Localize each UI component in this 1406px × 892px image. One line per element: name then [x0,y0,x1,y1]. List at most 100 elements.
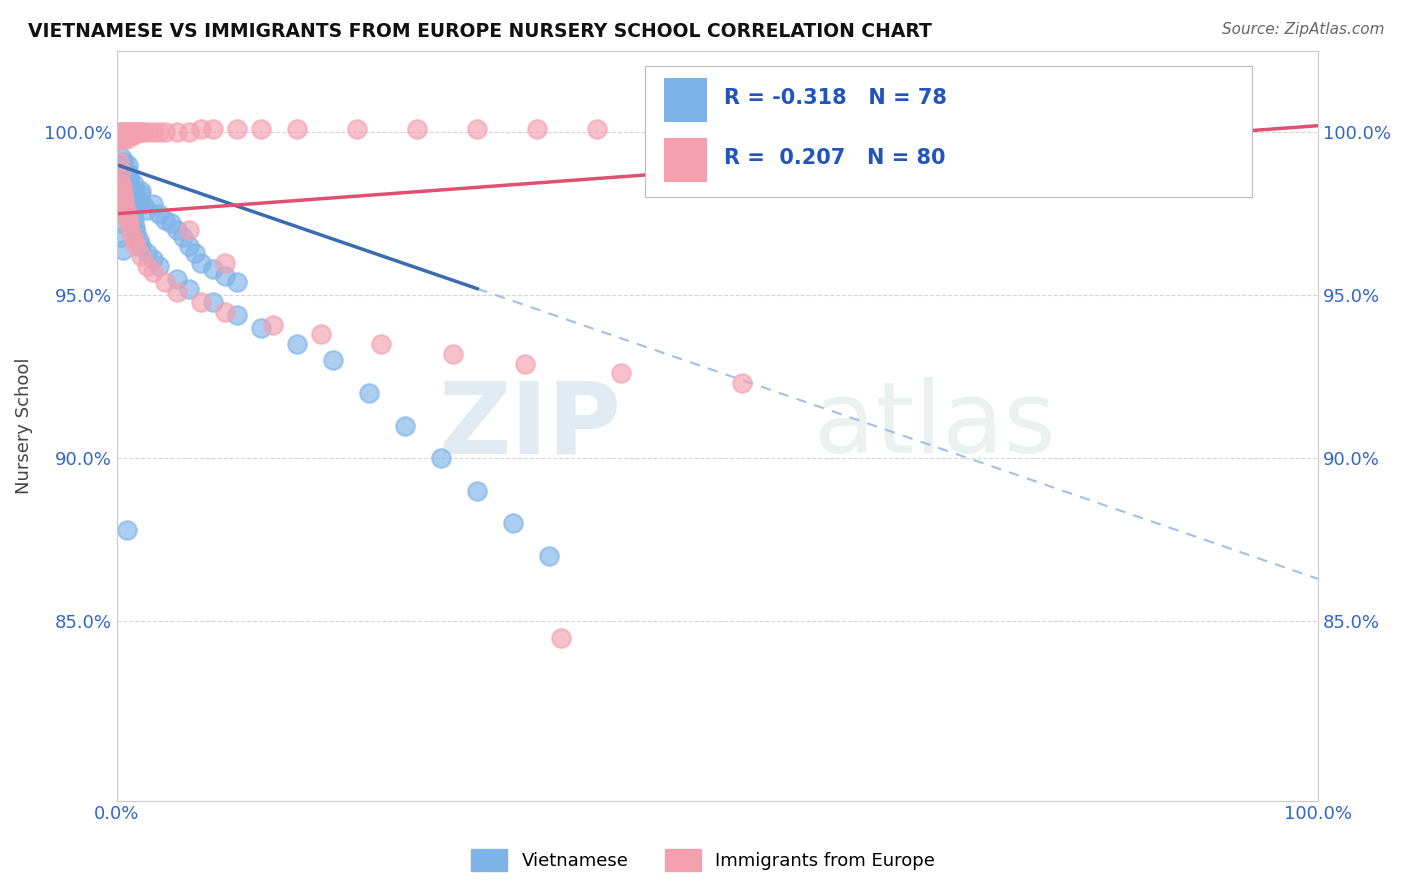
Point [111,170,134,185]
Point [142,197,165,211]
Point [114,184,136,198]
Point [111,187,134,202]
Point [177,223,200,237]
Point [125,239,148,253]
Point [214,255,236,269]
Point [110,197,132,211]
Point [129,125,152,139]
Point [166,125,188,139]
Point [153,125,176,139]
Point [177,239,200,253]
Point [285,337,308,351]
Point [166,272,188,286]
Point [346,122,368,136]
Text: atlas: atlas [814,377,1056,475]
Point [115,128,138,143]
Point [322,353,344,368]
Point [118,125,141,139]
Point [118,217,141,231]
Point [226,308,249,322]
Point [120,125,142,139]
Point [202,262,225,277]
Point [226,275,249,289]
Point [406,122,429,136]
Point [114,200,136,214]
Point [250,122,273,136]
FancyBboxPatch shape [664,78,707,122]
Point [120,174,142,188]
Point [214,268,236,283]
Point [136,245,159,260]
FancyBboxPatch shape [664,137,707,182]
Point [610,367,633,381]
Point [118,190,141,204]
Point [111,151,134,165]
Point [136,203,159,218]
Point [108,178,131,192]
Point [285,122,308,136]
Point [441,347,464,361]
Point [142,125,165,139]
Point [114,207,136,221]
Point [108,125,131,139]
Point [115,523,138,537]
Point [118,168,141,182]
Point [184,245,207,260]
Point [125,227,148,241]
Point [114,128,136,143]
Point [465,122,488,136]
Point [129,239,152,253]
Point [112,190,135,204]
Point [117,125,139,139]
Point [132,197,155,211]
Point [110,180,132,194]
Point [226,122,249,136]
Point [108,217,131,231]
Y-axis label: Nursery School: Nursery School [15,358,32,494]
Point [465,483,488,498]
Point [107,158,129,172]
Point [190,255,212,269]
Point [110,229,132,244]
Point [202,294,225,309]
Point [142,252,165,267]
Point [111,180,134,194]
Point [121,125,143,139]
Point [115,164,138,178]
Point [214,304,236,318]
Point [110,132,132,146]
Point [117,187,139,202]
Point [502,516,524,531]
Point [706,122,728,136]
Point [125,125,148,139]
Point [827,122,849,136]
Point [128,233,150,247]
Point [111,161,134,175]
Point [166,285,188,299]
Point [112,178,135,192]
Point [148,207,170,221]
Point [107,184,129,198]
Point [122,128,145,143]
Point [190,122,212,136]
Point [148,125,170,139]
Point [129,184,152,198]
Point [110,164,132,178]
Point [262,318,284,332]
Point [121,184,143,198]
Point [112,194,135,208]
Text: ZIP: ZIP [439,377,621,475]
Point [132,125,155,139]
Point [142,265,165,279]
Point [120,128,142,143]
Point [120,194,142,208]
Point [110,128,132,143]
Point [107,132,129,146]
Point [153,275,176,289]
Point [124,187,146,202]
Point [127,194,149,208]
Point [111,128,134,143]
Point [120,180,142,194]
Point [394,418,416,433]
Point [107,128,129,143]
